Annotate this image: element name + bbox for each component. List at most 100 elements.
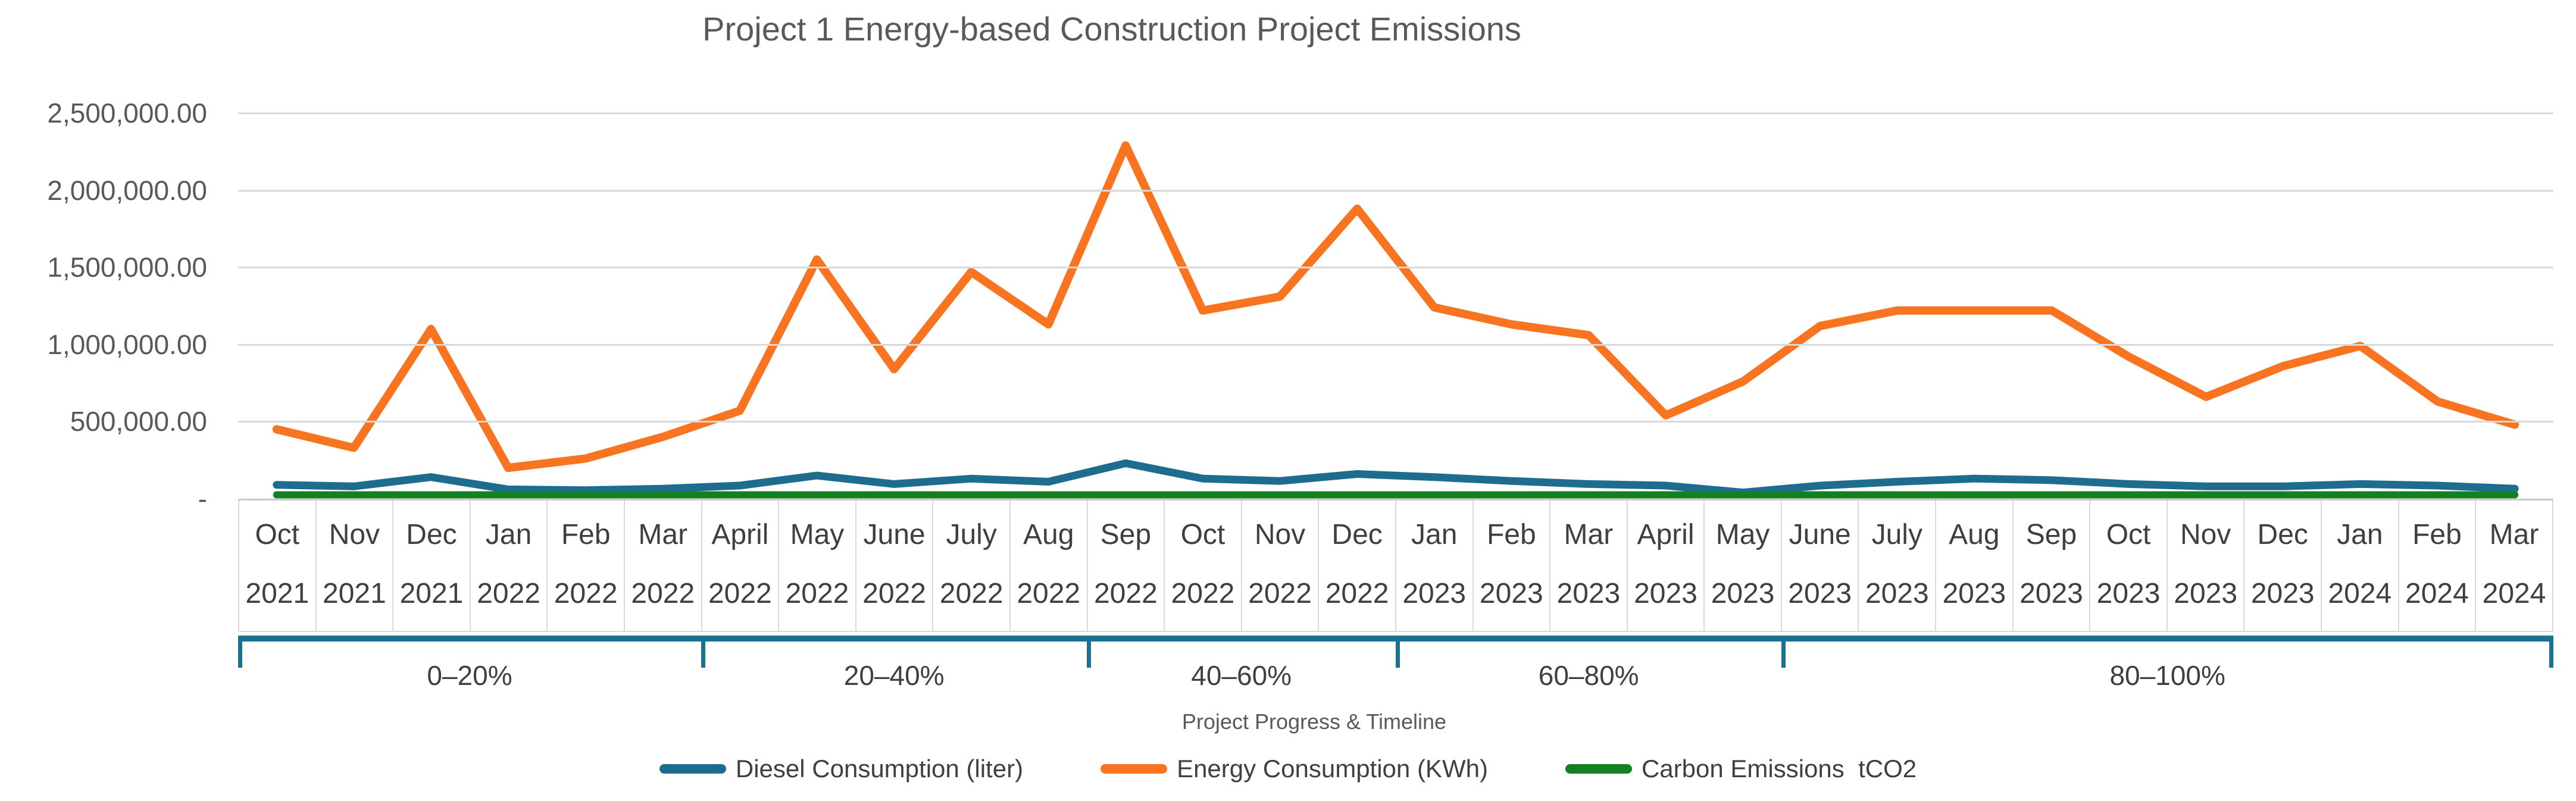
year-label: 2023 — [1788, 578, 1852, 609]
legend-swatch — [1565, 764, 1632, 774]
month-label: Nov — [329, 519, 380, 550]
year-label: 2021 — [245, 578, 310, 609]
month-label: Dec — [406, 519, 457, 550]
year-label: 2022 — [554, 578, 618, 609]
progress-tick — [1396, 636, 1400, 668]
month-axis-table: Oct 2021 Nov 2021 Dec 2021 Jan 2022 Feb 2022 Mar 20… — [238, 499, 2553, 632]
legend-swatch — [659, 764, 726, 774]
year-label: 2022 — [1248, 578, 1312, 609]
month-label: June — [863, 519, 926, 550]
month-cell: Sep 2023 — [2012, 500, 2090, 631]
year-label: 2023 — [1479, 578, 1543, 609]
month-cell: Aug 2022 — [1009, 500, 1087, 631]
month-cell: July 2022 — [932, 500, 1009, 631]
progress-tick — [2549, 636, 2553, 668]
month-cell: April 2023 — [1626, 500, 1704, 631]
year-label: 2022 — [862, 578, 926, 609]
year-label: 2024 — [2328, 578, 2392, 609]
progress-tick — [1781, 636, 1786, 668]
progress-segment-label: 60–80% — [1538, 660, 1639, 691]
y-gridline — [238, 421, 2553, 423]
month-label: Oct — [255, 519, 300, 550]
legend: Diesel Consumption (liter) Energy Consump… — [0, 755, 2576, 783]
y-tick-label: 2,000,000.00 — [47, 174, 207, 206]
chart-title: Project 1 Energy-based Construction Proj… — [702, 10, 1521, 48]
progress-axis: 0–20% 20–40% 40–60% 60–80% 80–100% — [238, 636, 2553, 701]
month-label: Nov — [2180, 519, 2231, 550]
month-label: Sep — [1100, 519, 1152, 550]
month-cell: Mar 2024 — [2475, 500, 2553, 631]
year-label: 2021 — [399, 578, 464, 609]
year-label: 2023 — [1865, 578, 1929, 609]
month-label: Feb — [561, 519, 611, 550]
month-cell: April 2022 — [701, 500, 779, 631]
month-label: Jan — [485, 519, 532, 550]
progress-tick — [238, 636, 242, 668]
month-cell: Dec 2023 — [2243, 500, 2321, 631]
month-label: April — [1637, 519, 1695, 550]
year-label: 2022 — [1017, 578, 1081, 609]
month-label: April — [711, 519, 769, 550]
legend-swatch — [1101, 764, 1168, 774]
month-label: Sep — [2025, 519, 2077, 550]
month-label: Jan — [2337, 519, 2383, 550]
y-gridline — [238, 189, 2553, 192]
legend-item: Diesel Consumption (liter) — [659, 755, 1023, 783]
month-cell: Dec 2021 — [392, 500, 470, 631]
month-cell: Mar 2022 — [623, 500, 701, 631]
x-axis-title: Project Progress & Timeline — [1181, 709, 1447, 734]
month-label: Nov — [1254, 519, 1306, 550]
year-label: 2023 — [2174, 578, 2238, 609]
month-label: Aug — [1949, 519, 2000, 550]
year-label: 2024 — [2405, 578, 2469, 609]
month-label: Feb — [1486, 519, 1536, 550]
year-label: 2022 — [785, 578, 849, 609]
year-label: 2023 — [1402, 578, 1467, 609]
progress-segment-label: 80–100% — [2109, 660, 2225, 691]
y-tick-label: 1,000,000.00 — [47, 328, 207, 360]
year-label: 2023 — [1556, 578, 1621, 609]
month-cell: Nov 2021 — [315, 500, 393, 631]
month-label: Dec — [1331, 519, 1383, 550]
month-cell: June 2023 — [1780, 500, 1858, 631]
progress-tick — [1087, 636, 1092, 668]
month-cell: May 2023 — [1703, 500, 1781, 631]
month-label: Mar — [2489, 519, 2539, 550]
year-label: 2023 — [2096, 578, 2161, 609]
y-gridline — [238, 112, 2553, 114]
progress-segment-label: 40–60% — [1191, 660, 1292, 691]
year-label: 2022 — [1093, 578, 1158, 609]
month-label: Aug — [1023, 519, 1074, 550]
month-label: Mar — [1564, 519, 1614, 550]
y-gridline — [238, 343, 2553, 346]
month-label: Jan — [1411, 519, 1458, 550]
month-label: May — [1715, 519, 1770, 550]
y-tick-label: 1,500,000.00 — [47, 252, 207, 283]
progress-tick — [701, 636, 705, 668]
month-label: Feb — [2412, 519, 2462, 550]
series-line-1 — [273, 459, 2519, 497]
y-gridline — [238, 267, 2553, 269]
year-label: 2022 — [477, 578, 540, 609]
month-cell: Nov 2023 — [2166, 500, 2244, 631]
month-cell: Mar 2023 — [1549, 500, 1627, 631]
year-label: 2022 — [708, 578, 772, 609]
series-lines — [272, 141, 2519, 499]
year-label: 2023 — [1634, 578, 1697, 609]
month-cell: Sep 2022 — [1086, 500, 1164, 631]
year-label: 2023 — [1942, 578, 2006, 609]
year-label: 2021 — [323, 578, 386, 609]
legend-label: Carbon Emissions tCO2 — [1641, 755, 1917, 783]
year-label: 2022 — [631, 578, 695, 609]
month-cell: Oct 2021 — [238, 500, 315, 631]
month-label: July — [1871, 519, 1922, 550]
month-label: June — [1789, 519, 1851, 550]
year-label: 2022 — [1325, 578, 1389, 609]
month-cell: Aug 2023 — [1935, 500, 2012, 631]
y-tick-label: - — [198, 483, 207, 514]
month-cell: Dec 2022 — [1318, 500, 1395, 631]
month-cell: Jan 2024 — [2321, 500, 2398, 631]
legend-item: Carbon Emissions tCO2 — [1565, 755, 1917, 783]
month-cell: June 2022 — [855, 500, 933, 631]
